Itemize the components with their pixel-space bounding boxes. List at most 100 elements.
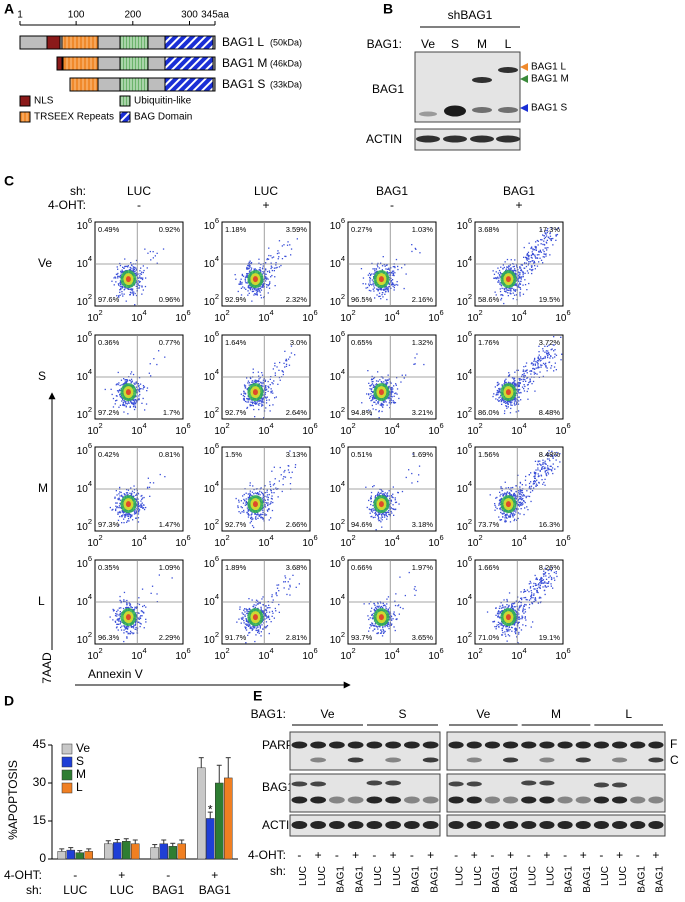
cell-dot: [516, 491, 517, 492]
cell-dot: [497, 277, 498, 278]
cell-dot: [260, 382, 261, 383]
cell-dot: [561, 354, 562, 355]
cell-dot: [556, 355, 557, 356]
cell-dot: [559, 461, 560, 462]
row-label: Ve: [38, 256, 52, 270]
cell-dot: [251, 269, 252, 270]
cell-dot: [543, 363, 544, 364]
cell-dot: [535, 247, 536, 248]
cell-dot: [544, 251, 545, 252]
cell-dot: [386, 515, 387, 516]
row-label: S: [38, 369, 46, 383]
cell-dot: [514, 259, 515, 260]
tick-base: 10: [204, 221, 216, 232]
tick-base: 10: [77, 297, 89, 308]
cell-dot: [524, 390, 525, 391]
cell-dot: [119, 516, 120, 517]
cell-dot: [286, 364, 287, 365]
cell-dot: [415, 249, 416, 250]
cell-dot: [283, 363, 284, 364]
cell-dot: [370, 396, 371, 397]
cell-dot: [262, 286, 263, 287]
cell-dot: [384, 400, 385, 401]
cell-dot: [385, 268, 386, 269]
cell-dot: [543, 482, 544, 483]
cell-dot: [554, 349, 555, 350]
cell-dot: [547, 370, 548, 371]
cell-dot: [261, 297, 262, 298]
cell-dot: [416, 353, 417, 354]
cell-dot: [555, 363, 556, 364]
cell-dot: [544, 479, 545, 480]
marker-label: BAG1 L: [531, 62, 566, 73]
cell-dot: [529, 371, 530, 372]
tick-label: 102: [340, 308, 355, 324]
cell-dot: [514, 405, 515, 406]
cell-dot: [519, 266, 520, 267]
cell-dot: [155, 255, 156, 256]
cell-dot: [370, 275, 371, 276]
tick-base: 10: [428, 538, 440, 549]
cell-dot: [503, 512, 504, 513]
cell-dot: [520, 392, 521, 393]
cell-dot: [387, 269, 388, 270]
cell-dot: [522, 271, 523, 272]
cell-dot: [267, 510, 268, 511]
cell-dot: [513, 266, 514, 267]
cell-dot: [394, 272, 395, 273]
tick-base: 10: [175, 538, 187, 549]
cell-dot: [269, 281, 270, 282]
cell-dot: [557, 466, 558, 467]
cell-dot: [498, 505, 499, 506]
cell-dot: [241, 283, 242, 284]
cell-dot: [235, 279, 236, 280]
cell-dot: [130, 289, 131, 290]
cell-dot: [547, 350, 548, 351]
cell-dot: [266, 492, 267, 493]
cell-dot: [503, 402, 504, 403]
cell-dot: [504, 521, 505, 522]
cell-dot: [395, 383, 396, 384]
cell-dot: [372, 486, 373, 487]
cell-dot: [534, 474, 535, 475]
cell-dot: [153, 251, 154, 252]
tick-base: 10: [302, 426, 314, 437]
cell-dot: [127, 514, 128, 515]
cell-dot: [543, 241, 544, 242]
cell-dot: [500, 509, 501, 510]
cell-dot: [419, 252, 420, 253]
cell-dot: [393, 286, 394, 287]
cell-dot: [283, 484, 284, 485]
cell-dot: [518, 370, 519, 371]
cell-dot: [373, 517, 374, 518]
quadrant-percent: 3.0%: [290, 338, 307, 347]
cell-dot: [537, 467, 538, 468]
cell-dot: [372, 268, 373, 269]
cell-dot: [243, 503, 244, 504]
cell-dot: [248, 273, 249, 274]
cell-dot: [255, 516, 256, 517]
cell-dot: [497, 268, 498, 269]
cell-dot: [142, 498, 143, 499]
blot-band: [498, 107, 518, 113]
tick-base: 10: [340, 313, 352, 324]
cell-dot: [125, 381, 126, 382]
cell-dot: [385, 492, 386, 493]
cell-dot: [118, 499, 119, 500]
cell-dot: [506, 493, 507, 494]
cell-dot: [553, 463, 554, 464]
cell-dot: [253, 409, 254, 410]
cell-dot: [262, 382, 263, 383]
cell-dot: [265, 392, 266, 393]
cell-dot: [138, 506, 139, 507]
cell-dot: [266, 496, 267, 497]
cell-dot: [547, 467, 548, 468]
cell-dot: [543, 350, 544, 351]
cell-dot: [540, 360, 541, 361]
cell-dot: [498, 401, 499, 402]
cell-dot: [272, 393, 273, 394]
cell-dot: [540, 356, 541, 357]
cell-dot: [114, 284, 115, 285]
cell-dot: [123, 519, 124, 520]
cell-dot: [243, 395, 244, 396]
